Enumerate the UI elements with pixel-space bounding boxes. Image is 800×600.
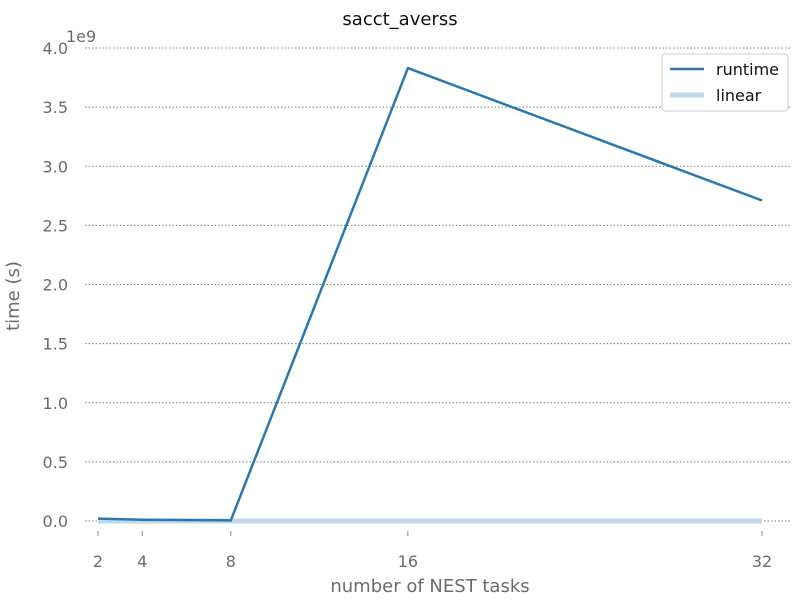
x-tick-label: 4	[137, 552, 147, 571]
y-axis-label: time (s)	[3, 261, 24, 331]
series-layer	[97, 66, 763, 524]
y-tick-label: 3.5	[43, 98, 68, 117]
x-tick-label: 8	[226, 552, 236, 571]
y-tick-label: 4.0	[43, 39, 68, 58]
y-tick-label: 2.5	[43, 216, 68, 235]
x-tick-label: 16	[398, 552, 418, 571]
legend: runtime linear	[661, 53, 789, 112]
y-tick-label: 0.5	[43, 453, 68, 472]
x-tick-labels: 2 4 8 16 32	[93, 531, 772, 571]
x-axis-label: number of NEST tasks	[330, 576, 529, 597]
grid-layer	[85, 47, 790, 522]
legend-label-runtime: runtime	[716, 60, 779, 79]
chart-title: sacct_averss	[342, 9, 457, 30]
x-tick-label: 2	[93, 552, 103, 571]
y-tick-label: 3.0	[43, 157, 68, 176]
legend-label-linear: linear	[716, 86, 762, 105]
series-line-runtime	[97, 66, 763, 522]
y-tick-labels: 0.0 0.5 1.0 1.5 2.0 2.5 3.0 3.5 4.0	[43, 39, 68, 531]
y-tick-label: 1.5	[43, 335, 68, 354]
y-scale-label: 1e9	[66, 27, 96, 46]
y-tick-label: 0.0	[43, 512, 68, 531]
x-tick-label: 32	[752, 552, 772, 571]
y-tick-label: 1.0	[43, 394, 68, 413]
y-tick-label: 2.0	[43, 276, 68, 295]
